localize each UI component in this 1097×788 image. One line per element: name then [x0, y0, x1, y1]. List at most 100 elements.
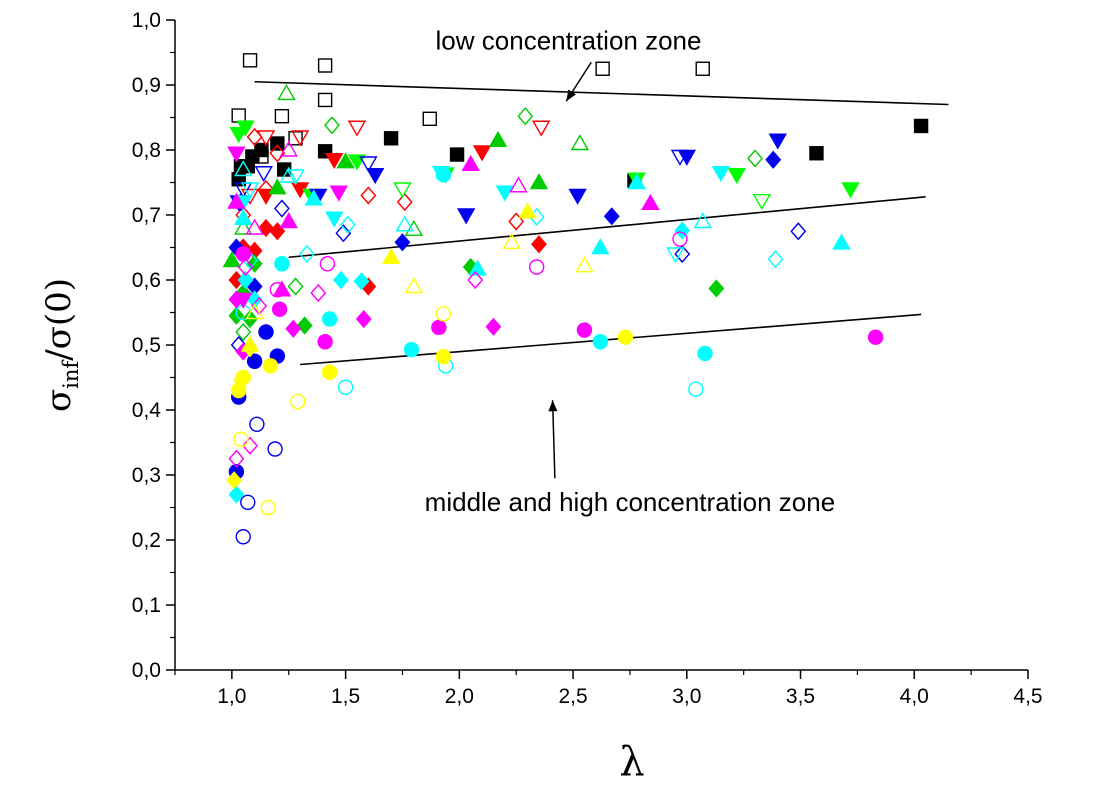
data-point — [404, 277, 424, 294]
data-point — [262, 358, 279, 374]
x-tick-label: 1,0 — [217, 685, 246, 708]
x-tick-label: 2,0 — [445, 685, 474, 708]
upper-zone-line — [254, 80, 949, 106]
data-point — [227, 192, 246, 209]
data-point — [359, 156, 378, 173]
data-point — [355, 309, 372, 329]
low-zone-arrow-head — [566, 89, 576, 102]
data-point — [529, 173, 549, 190]
data-point — [270, 136, 285, 151]
data-point — [422, 111, 437, 127]
data-point — [237, 257, 254, 277]
data-point — [570, 134, 590, 151]
data-point — [765, 150, 782, 169]
lower-zone-line — [300, 313, 922, 366]
y-tick-label: 0,6 — [132, 269, 161, 292]
data-point — [288, 131, 303, 146]
data-points — [222, 53, 929, 545]
y-tick-label: 0,9 — [132, 74, 161, 97]
data-point — [240, 494, 256, 510]
x-tick-label: 3,0 — [672, 685, 701, 708]
data-point — [242, 436, 258, 455]
data-point — [233, 431, 249, 447]
data-point — [568, 188, 587, 205]
data-point — [269, 144, 286, 163]
data-point — [324, 116, 340, 135]
data-point — [695, 61, 710, 76]
y-tick-label: 0,8 — [132, 139, 161, 162]
data-point — [576, 322, 593, 338]
annotations: low concentration zone middle and high co… — [425, 25, 836, 517]
data-point — [603, 207, 620, 226]
data-point — [693, 212, 712, 229]
data-point — [277, 84, 296, 101]
data-point — [531, 235, 547, 254]
data-point — [228, 290, 245, 309]
data-point — [790, 222, 807, 241]
data-point — [234, 208, 253, 225]
data-point — [246, 127, 263, 147]
data-point — [310, 283, 327, 303]
data-point — [274, 256, 290, 272]
data-point — [235, 529, 251, 545]
data-point — [472, 145, 492, 162]
y-tick-label: 0,4 — [132, 399, 162, 422]
data-point — [290, 393, 306, 410]
data-point — [365, 167, 385, 185]
data-point — [867, 329, 884, 345]
data-point — [279, 140, 298, 157]
data-point — [488, 130, 508, 147]
data-point — [595, 61, 610, 76]
y-axis-label: σinf/σ(0) — [39, 278, 83, 412]
data-point — [296, 316, 313, 335]
data-point — [333, 270, 349, 290]
data-point — [518, 202, 537, 219]
data-point — [319, 256, 336, 272]
data-point — [237, 270, 254, 290]
y-tick-label: 0,2 — [132, 529, 161, 552]
x-tick-label: 3,5 — [786, 685, 815, 708]
data-point — [325, 211, 344, 228]
data-point — [711, 166, 731, 183]
data-point — [747, 149, 763, 168]
data-point — [260, 499, 276, 516]
data-point — [304, 189, 323, 206]
data-point — [832, 233, 851, 250]
data-point — [517, 107, 534, 126]
data-point — [222, 251, 242, 268]
data-point — [449, 147, 465, 162]
data-point — [467, 270, 484, 290]
data-point — [245, 218, 264, 235]
data-point — [727, 167, 747, 185]
data-point — [752, 193, 772, 211]
data-point — [674, 244, 691, 264]
data-point — [456, 208, 476, 225]
data-point — [240, 182, 260, 199]
data-point — [394, 233, 411, 252]
data-point — [347, 120, 367, 137]
data-point — [708, 279, 725, 298]
data-point — [435, 166, 452, 183]
y-axis-label-sub: inf — [59, 359, 83, 389]
data-point — [258, 218, 274, 238]
data-point — [245, 303, 264, 320]
data-point — [227, 146, 246, 163]
data-point — [431, 319, 447, 336]
data-point — [317, 92, 333, 108]
data-point — [435, 349, 452, 365]
data-point — [268, 178, 287, 195]
data-point — [242, 53, 258, 68]
data-point — [396, 192, 413, 212]
data-point — [697, 345, 713, 362]
data-point — [335, 224, 352, 243]
data-point — [674, 221, 691, 240]
middle-zone-arrow — [551, 400, 556, 479]
data-point — [641, 193, 660, 211]
data-point — [329, 185, 348, 202]
data-point — [317, 334, 333, 350]
reference-lines — [254, 80, 949, 366]
data-point — [231, 108, 246, 123]
data-point — [299, 244, 315, 264]
data-point — [502, 232, 521, 250]
data-point — [321, 311, 338, 327]
